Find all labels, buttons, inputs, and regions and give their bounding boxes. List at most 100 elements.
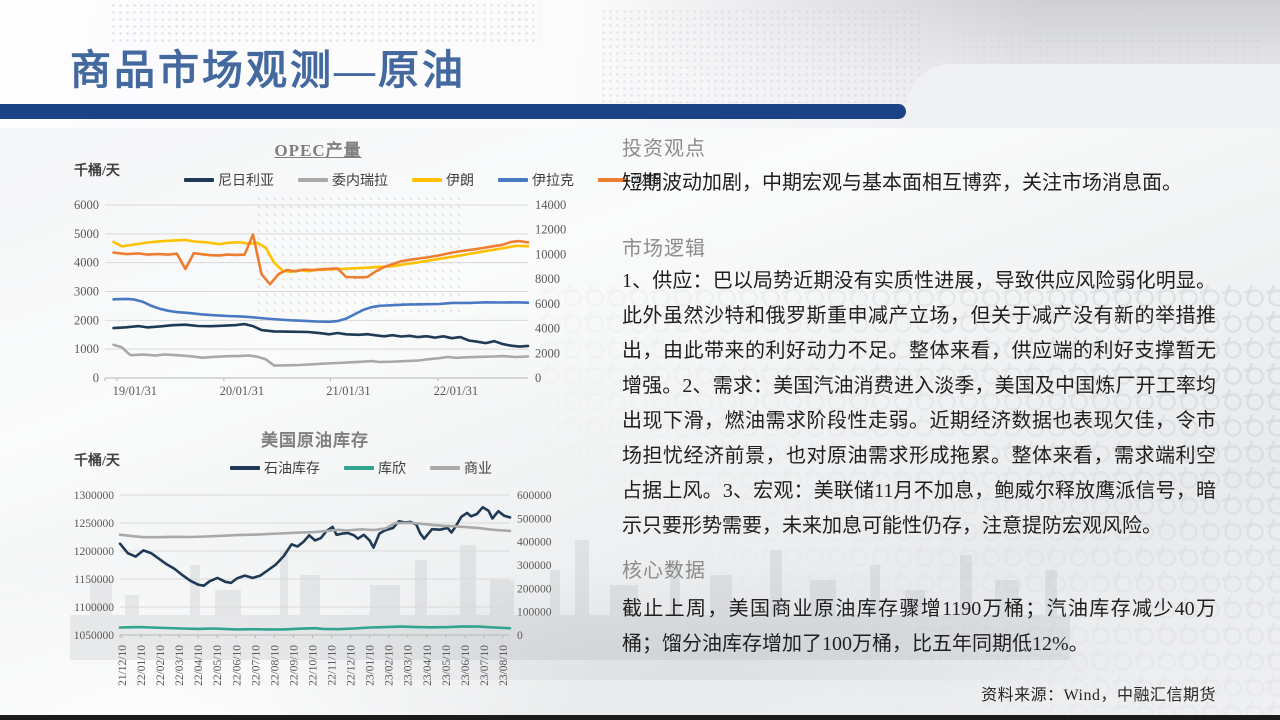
core-data-body: 截止上周，美国商业原油库存骤增1190万桶；汽油库存减少40万桶；馏分油库存增加… — [622, 598, 1216, 655]
svg-text:23/07/10: 23/07/10 — [479, 645, 491, 686]
logic-item-demand: 2、需求：美国汽油消费进入淡季，美国及中国炼厂开工率均出现下滑，燃油需求阶段性走… — [622, 375, 1217, 502]
line-chart-plot: 0 1000 2000 3000 4000 5000 6000 0 2000 4000 6000 80… — [74, 198, 566, 398]
chart-legend: 石油库存 库欣 商业 — [230, 458, 492, 478]
svg-text:6000: 6000 — [74, 198, 99, 212]
opec-production-chart: OPEC产量 千桶/天 尼日利亚 委内瑞拉 伊朗 伊拉克 沙特 — [62, 132, 660, 410]
legend-label: 伊拉克 — [532, 174, 574, 189]
svg-text:1000: 1000 — [74, 342, 99, 356]
page-title: 商品市场观测—原油 — [70, 47, 466, 93]
section-heading-viewpoint: 投资观点 — [622, 138, 706, 160]
data-source-note: 资料来源：Wind，中融汇信期货 — [981, 687, 1216, 704]
svg-text:23/02/10: 23/02/10 — [384, 645, 396, 686]
svg-text:23/01/10: 23/01/10 — [365, 645, 377, 686]
axis-unit-label: 千桶/天 — [74, 454, 120, 469]
svg-text:22/07/10: 22/07/10 — [250, 645, 262, 686]
svg-text:23/03/10: 23/03/10 — [403, 645, 415, 686]
svg-text:22/01/31: 22/01/31 — [434, 384, 478, 398]
svg-text:22/10/10: 22/10/10 — [307, 645, 319, 686]
legend-line-swatch — [184, 178, 214, 182]
svg-text:4000: 4000 — [74, 256, 99, 270]
svg-text:22/02/10: 22/02/10 — [155, 645, 167, 686]
legend-label: 库欣 — [378, 462, 406, 477]
svg-text:19/01/31: 19/01/31 — [113, 384, 157, 398]
svg-text:400000: 400000 — [517, 537, 552, 549]
axis-unit-label: 千桶/天 — [74, 164, 120, 179]
svg-text:23/08/10: 23/08/10 — [498, 645, 510, 686]
chart-title: OPEC产量 — [274, 141, 362, 160]
legend-label: 石油库存 — [264, 462, 320, 477]
svg-text:20/01/31: 20/01/31 — [220, 384, 264, 398]
svg-text:100000: 100000 — [517, 607, 552, 619]
section-heading-core: 核心数据 — [622, 560, 706, 582]
svg-text:22/04/10: 22/04/10 — [193, 645, 205, 686]
legend-line-swatch — [412, 178, 442, 182]
svg-text:22/09/10: 22/09/10 — [288, 645, 300, 686]
legend-label: 委内瑞拉 — [332, 174, 388, 189]
svg-text:21/12/10: 21/12/10 — [117, 645, 129, 686]
svg-text:22/12/10: 22/12/10 — [346, 645, 358, 686]
header-curve-shape — [906, 64, 1280, 128]
bottom-accent-strip — [0, 715, 1280, 720]
svg-text:1150000: 1150000 — [74, 574, 114, 586]
svg-text:23/04/10: 23/04/10 — [422, 645, 434, 686]
logic-item-macro: 3、宏观：美联储11月不加息，鲍威尔释放鹰派信号，暗示只要形势需要，未来加息可能… — [622, 480, 1217, 537]
legend-item: 伊朗 — [412, 170, 474, 190]
svg-text:1300000: 1300000 — [74, 490, 115, 502]
viewpoint-body: 短期波动加剧，中期宏观与基本面相互博弈，关注市场消息面。 — [622, 172, 1182, 194]
header-accent-bar — [0, 104, 906, 119]
svg-text:500000: 500000 — [517, 513, 552, 525]
legend-item: 库欣 — [344, 458, 406, 478]
legend-label: 沙特 — [632, 174, 660, 189]
us-crude-inventory-chart: 美国原油库存 千桶/天 石油库存 库欣 商业 1050000 1100000 115… — [62, 418, 582, 710]
logic-item-supply: 1、供应：巴以局势近期没有实质性进展，导致供应风险弱化明显。此外虽然沙特和俄罗斯… — [622, 270, 1216, 397]
legend-item: 石油库存 — [230, 458, 320, 478]
legend-line-swatch — [344, 466, 374, 470]
svg-text:21/01/31: 21/01/31 — [326, 384, 370, 398]
svg-text:0: 0 — [517, 630, 523, 642]
svg-text:1050000: 1050000 — [74, 630, 115, 642]
legend-line-swatch — [230, 466, 260, 470]
logic-body: 1、供应：巴以局势近期没有实质性进展，导致供应风险弱化明显。此外虽然沙特和俄罗斯… — [622, 264, 1216, 544]
svg-text:300000: 300000 — [517, 560, 552, 572]
legend-item: 尼日利亚 — [184, 170, 274, 190]
honeycomb-pattern — [540, 285, 1280, 715]
svg-text:14000: 14000 — [535, 198, 566, 212]
svg-text:5000: 5000 — [74, 227, 99, 241]
legend-line-swatch — [298, 178, 328, 182]
svg-text:22/11/10: 22/11/10 — [327, 645, 339, 686]
svg-text:600000: 600000 — [517, 490, 552, 502]
svg-text:3000: 3000 — [74, 285, 99, 299]
chart-title: 美国原油库存 — [261, 431, 369, 450]
line-chart-plot: 1050000 1100000 1150000 1200000 1250000 13000… — [74, 490, 552, 686]
svg-text:2000: 2000 — [74, 313, 99, 327]
svg-text:22/06/10: 22/06/10 — [231, 645, 243, 686]
legend-label: 尼日利亚 — [218, 174, 274, 189]
svg-text:2000: 2000 — [535, 346, 560, 360]
chart-legend: 尼日利亚 委内瑞拉 伊朗 伊拉克 沙特 — [184, 170, 660, 190]
dot-pattern — [255, 195, 465, 315]
svg-text:23/06/10: 23/06/10 — [460, 645, 472, 686]
svg-text:6000: 6000 — [535, 297, 560, 311]
svg-text:23/05/10: 23/05/10 — [441, 645, 453, 686]
svg-text:4000: 4000 — [535, 322, 560, 336]
legend-line-swatch — [598, 178, 628, 182]
legend-line-swatch — [430, 466, 460, 470]
section-heading-logic: 市场逻辑 — [622, 238, 706, 260]
dot-pattern — [600, 8, 920, 103]
svg-text:8000: 8000 — [535, 272, 560, 286]
svg-text:22/08/10: 22/08/10 — [269, 645, 281, 686]
svg-text:10000: 10000 — [535, 247, 566, 261]
svg-text:0: 0 — [93, 371, 99, 385]
legend-item: 伊拉克 — [498, 170, 574, 190]
dot-pattern — [110, 2, 540, 42]
swoosh-decoration — [250, 560, 1150, 680]
svg-text:0: 0 — [535, 371, 541, 385]
svg-text:1200000: 1200000 — [74, 546, 115, 558]
svg-text:1250000: 1250000 — [74, 518, 115, 530]
legend-line-swatch — [498, 178, 528, 182]
legend-label: 商业 — [464, 462, 492, 477]
svg-text:22/01/10: 22/01/10 — [136, 645, 148, 686]
legend-item: 委内瑞拉 — [298, 170, 388, 190]
svg-text:1100000: 1100000 — [74, 602, 114, 614]
